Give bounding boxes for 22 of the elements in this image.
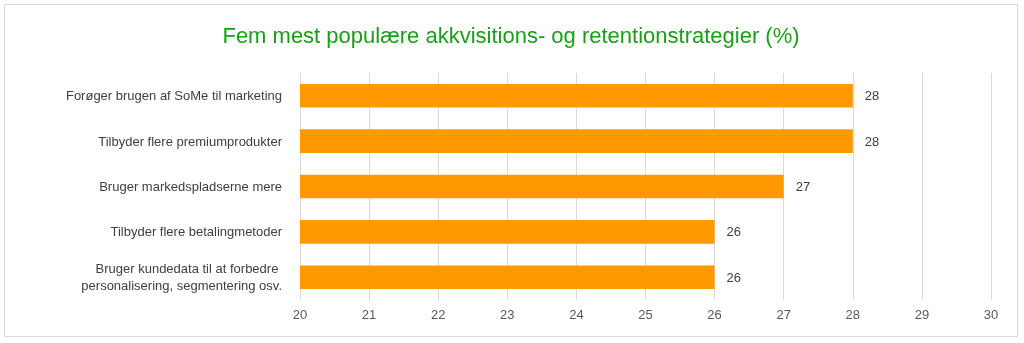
x-tick-label: 28 xyxy=(845,307,861,322)
y-tick-label: Bruger markedspladserne mere xyxy=(99,179,282,194)
x-tick-label: 30 xyxy=(983,307,999,322)
x-tick-label: 25 xyxy=(638,307,653,322)
y-tick-label: Tilbyder flere betalingmetoder xyxy=(110,224,283,240)
y-tick-label: Bruger kundedata til at forbedre personalisering, segmentering osv. xyxy=(81,261,282,294)
data-label: 26 xyxy=(726,224,742,240)
x-tick-label: 26 xyxy=(707,307,722,322)
x-tick-label: 23 xyxy=(500,307,515,322)
y-tick-label: Tilbyder flere premiumprodukter xyxy=(98,133,283,149)
x-tick-label: 20 xyxy=(292,307,308,322)
data-label: 28 xyxy=(864,88,880,104)
y-tick-label: Forøger brugen af SoMe til marketing xyxy=(65,88,282,104)
x-tick-label: 24 xyxy=(569,307,584,322)
chart-title: Fem mest populære akkvisitions- og retentionstrategier (%) xyxy=(222,22,800,48)
x-tick-label: 21 xyxy=(361,307,377,322)
x-tick-label: 22 xyxy=(430,307,446,322)
x-tick-label: 27 xyxy=(776,307,791,322)
x-tick-label: 29 xyxy=(914,307,930,322)
data-label: 27 xyxy=(795,179,811,194)
data-label: 28 xyxy=(864,133,880,149)
data-label: 26 xyxy=(726,269,742,285)
